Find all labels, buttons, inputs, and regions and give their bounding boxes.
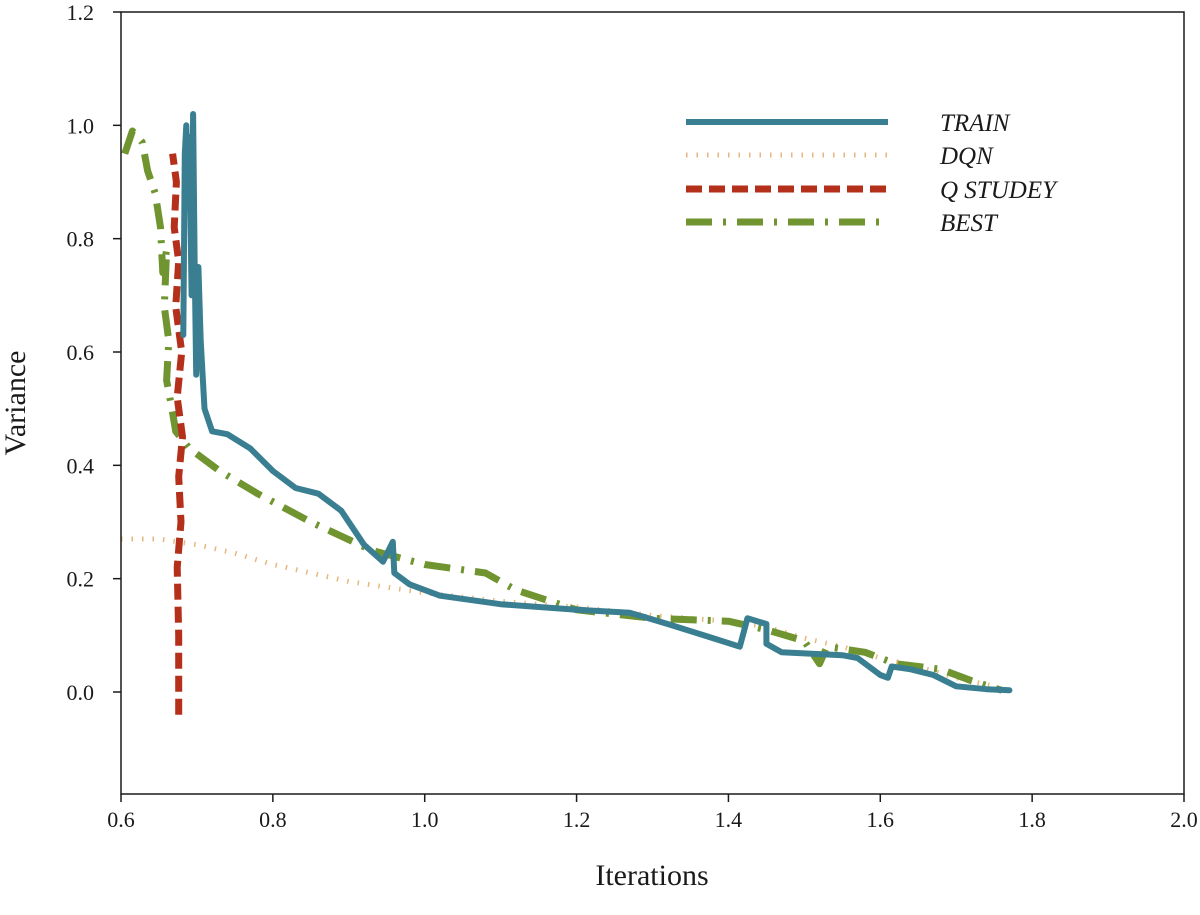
- legend-label: BEST: [940, 210, 999, 237]
- x-tick-label: 1.8: [1018, 807, 1046, 832]
- legend-label: DQN: [939, 143, 994, 170]
- legend-label: Q STUDEY: [940, 177, 1059, 204]
- legend: TRAIN DQN Q STUDEY BEST: [686, 110, 1059, 237]
- x-tick-label: 1.4: [715, 807, 743, 832]
- x-tick-label: 1.0: [411, 807, 439, 832]
- y-axis-title: Variance: [0, 351, 32, 456]
- y-tick-label: 0.4: [67, 453, 95, 478]
- x-tick-label: 1.2: [563, 807, 591, 832]
- series-line-train: [180, 111, 1013, 694]
- legend-label: TRAIN: [940, 110, 1011, 137]
- plot-frame: [120, 11, 1185, 795]
- series-lines: [121, 111, 1013, 715]
- y-tick-label: 0.0: [67, 680, 95, 705]
- axis-ticks: 0.6 0.8 1.0 1.2 1.4 1.6 1.8 2.0 0.0 0.2 0.4 0.6 0.8 1…: [67, 0, 1198, 832]
- y-tick-label: 0.8: [67, 227, 95, 252]
- x-tick-label: 0.6: [107, 807, 135, 832]
- y-tick-label: 1.2: [67, 0, 95, 25]
- y-tick-label: 0.6: [67, 340, 95, 365]
- x-tick-label: 2.0: [1170, 807, 1198, 832]
- y-tick-label: 1.0: [67, 113, 95, 138]
- y-tick-label: 0.2: [67, 567, 95, 592]
- x-tick-label: 1.6: [867, 807, 895, 832]
- series-line-q-studey: [169, 153, 186, 715]
- x-axis-title: Iterations: [595, 859, 708, 892]
- x-tick-label: 0.8: [259, 807, 287, 832]
